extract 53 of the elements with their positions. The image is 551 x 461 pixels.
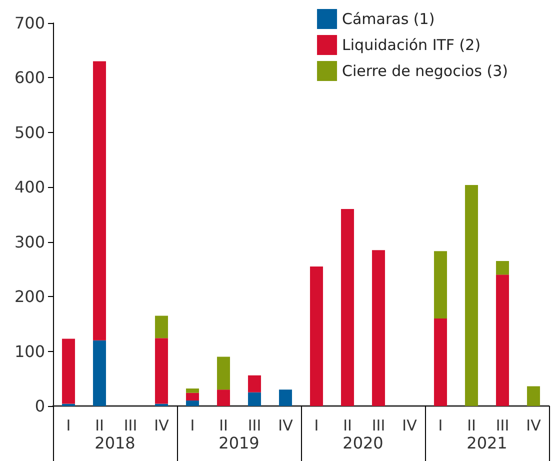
text: 2018	[94, 434, 136, 452]
legend-label: Cierre de negocios (3)	[342, 62, 508, 80]
x-tick-label: I	[190, 416, 195, 434]
bar	[527, 386, 540, 406]
text: 2020	[342, 434, 384, 452]
bar	[496, 274, 509, 406]
bar	[186, 388, 199, 393]
bar	[341, 209, 354, 406]
x-tick-label: IV	[526, 416, 542, 434]
x-tick-label: I	[438, 416, 443, 434]
bar	[186, 400, 199, 406]
legend-label: Liquidación ITF (2)	[342, 36, 481, 54]
bar	[155, 338, 168, 404]
bar	[155, 316, 168, 338]
text: 2019	[218, 434, 260, 452]
x-tick-label: III	[248, 416, 262, 434]
y-tick-label: 600	[14, 68, 45, 88]
bar	[217, 356, 230, 390]
x-tick-label: III	[496, 416, 510, 434]
bar	[93, 340, 106, 406]
x-tick-label: I	[314, 416, 319, 434]
x-tick-label: IV	[278, 416, 294, 434]
legend-label: Cámaras (1)	[342, 10, 435, 28]
bar	[434, 318, 447, 406]
y-tick-label: 100	[14, 342, 45, 361]
x-tick-label: II	[343, 416, 352, 434]
bar	[248, 375, 261, 392]
bar	[186, 392, 199, 401]
x-tick-label: IV	[154, 416, 170, 434]
bar	[248, 392, 261, 406]
x-tick-label: II	[467, 416, 476, 434]
y-tick-label: 0	[34, 396, 45, 416]
text: 2021	[466, 434, 508, 452]
x-tick-label: II	[95, 416, 104, 434]
x-tick-label: I	[66, 416, 71, 434]
bar	[496, 261, 509, 275]
bar	[372, 250, 385, 406]
y-tick-label: 300	[14, 232, 45, 252]
bar	[62, 338, 75, 404]
x-tick-label: III	[372, 416, 386, 434]
y-tick-label: 700	[14, 14, 45, 32]
y-tick-label: 500	[14, 122, 45, 142]
y-tick-label: 200	[14, 287, 45, 306]
x-tick-label: III	[124, 416, 138, 434]
bar	[310, 266, 323, 406]
y-tick-label: 400	[14, 178, 45, 197]
x-tick-label: IV	[402, 416, 418, 434]
bar	[434, 251, 447, 318]
x-tick-label: II	[219, 416, 228, 434]
bar	[465, 184, 478, 406]
bar	[93, 61, 106, 340]
bar	[217, 390, 230, 406]
bar	[279, 390, 292, 406]
